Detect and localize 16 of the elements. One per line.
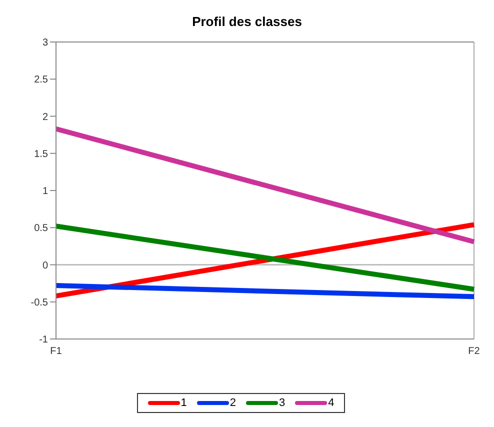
legend-label: 3 xyxy=(279,397,286,409)
x-tick-label: F2 xyxy=(468,346,480,358)
y-tick-label: 0.5 xyxy=(34,223,48,234)
y-tick-label: 1 xyxy=(42,186,48,198)
y-tick-label: 1.5 xyxy=(34,148,48,160)
y-tick-label: 2.5 xyxy=(34,74,48,86)
y-tick-label: -1 xyxy=(39,334,48,346)
y-tick-label: 0 xyxy=(42,260,48,272)
y-tick-label: 3 xyxy=(42,38,48,49)
legend-label: 1 xyxy=(180,397,187,409)
chart-title: Profil des classes xyxy=(191,14,303,29)
y-tick-label: 2 xyxy=(42,112,48,123)
x-tick-label: F1 xyxy=(50,346,62,358)
legend-label: 2 xyxy=(230,397,236,409)
y-tick-label: -0.5 xyxy=(30,297,48,308)
legend-label: 4 xyxy=(328,397,334,409)
